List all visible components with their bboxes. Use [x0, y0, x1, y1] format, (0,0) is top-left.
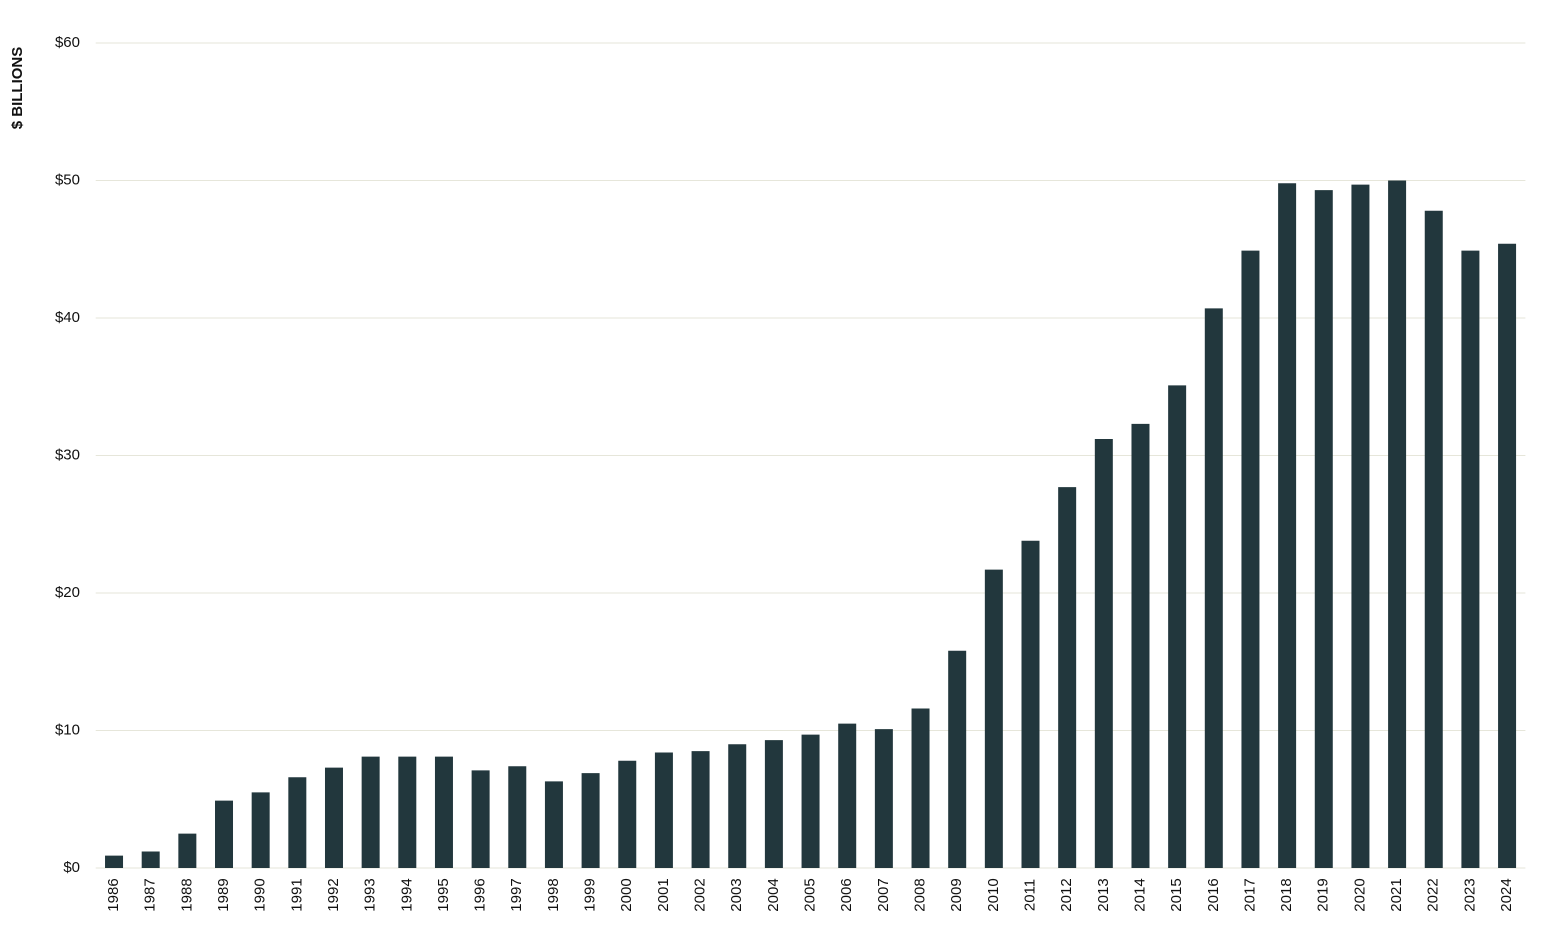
x-tick-label: 2005	[802, 878, 819, 911]
bar	[654, 752, 673, 868]
bar	[1094, 439, 1113, 868]
x-tick-label: 2023	[1461, 878, 1478, 911]
x-tick-label: 2021	[1388, 878, 1405, 911]
y-axis-title: $ BILLIONS	[9, 47, 26, 130]
bar	[1498, 243, 1517, 868]
x-tick-label: 2009	[948, 878, 965, 911]
bar	[361, 756, 380, 868]
x-tick-label: 1997	[508, 878, 525, 911]
x-tick-label: 1995	[435, 878, 452, 911]
bar	[544, 781, 563, 868]
x-tick-label: 2019	[1315, 878, 1332, 911]
x-tick-label: 2012	[1058, 878, 1075, 911]
y-tick-label: $50	[55, 171, 80, 188]
y-tick-label: $40	[55, 309, 80, 326]
x-tick-label: 2004	[765, 878, 782, 911]
x-tick-label: 1990	[252, 878, 269, 911]
bar	[288, 777, 307, 868]
y-tick-label: $30	[55, 446, 80, 463]
bar	[581, 773, 600, 868]
x-tick-label: 2015	[1168, 878, 1185, 911]
bar	[618, 760, 637, 868]
bar	[398, 756, 417, 868]
x-tick-label: 2008	[911, 878, 928, 911]
x-tick-label: 2002	[692, 878, 709, 911]
x-tick-label: 1992	[325, 878, 342, 911]
x-tick-label: 2014	[1131, 878, 1148, 911]
bar	[691, 751, 710, 868]
bar	[1461, 250, 1480, 868]
x-tick-label: 1991	[288, 878, 305, 911]
y-tick-label: $0	[63, 859, 80, 876]
x-tick-label: 1999	[582, 878, 599, 911]
bar	[1314, 190, 1333, 868]
x-tick-label: 2000	[618, 878, 635, 911]
x-tick-label: 1987	[142, 878, 159, 911]
x-tick-label: 1989	[215, 878, 232, 911]
x-tick-label: 2020	[1351, 878, 1368, 911]
x-tick-label: 1986	[105, 878, 122, 911]
bar	[141, 851, 160, 868]
bar	[434, 756, 453, 868]
bar	[764, 740, 783, 868]
bar	[105, 855, 124, 868]
x-tick-label: 2011	[1021, 879, 1038, 911]
bar	[215, 800, 234, 868]
x-tick-label: 2016	[1205, 878, 1222, 911]
bar	[874, 729, 893, 868]
bar	[324, 767, 343, 868]
bar	[1241, 250, 1260, 868]
x-tick-label: 2024	[1498, 878, 1515, 911]
bar	[911, 708, 930, 868]
bar	[251, 792, 270, 868]
x-tick-label: 2017	[1241, 878, 1258, 911]
x-tick-label: 2007	[875, 878, 892, 911]
bar	[1351, 184, 1370, 868]
bar	[1168, 385, 1187, 868]
y-tick-label: $20	[55, 584, 80, 601]
x-tick-label: 2018	[1278, 878, 1295, 911]
bar	[948, 650, 967, 868]
bar	[1204, 308, 1223, 868]
bar	[1131, 423, 1150, 868]
bar	[801, 734, 820, 868]
x-tick-label: 2010	[985, 878, 1002, 911]
y-tick-label: $10	[55, 721, 80, 738]
bar	[471, 770, 490, 868]
bar	[1278, 183, 1297, 868]
bar	[1058, 487, 1077, 868]
x-tick-label: 1996	[472, 878, 489, 911]
x-tick-label: 2022	[1425, 878, 1442, 911]
x-tick-label: 1993	[362, 878, 379, 911]
bar	[838, 723, 857, 868]
bar	[1388, 180, 1407, 868]
bar	[178, 833, 197, 868]
x-tick-label: 2001	[655, 878, 672, 911]
x-tick-label: 2003	[728, 878, 745, 911]
x-tick-label: 2006	[838, 878, 855, 911]
bar	[508, 766, 527, 868]
x-tick-label: 1994	[398, 878, 415, 911]
bar	[1021, 540, 1040, 868]
bar	[1424, 210, 1443, 868]
x-tick-label: 2013	[1095, 878, 1112, 911]
bar	[728, 744, 747, 868]
y-tick-label: $60	[55, 34, 80, 51]
x-tick-label: 1998	[545, 878, 562, 911]
x-tick-label: 1988	[178, 878, 195, 911]
bar	[984, 569, 1003, 868]
